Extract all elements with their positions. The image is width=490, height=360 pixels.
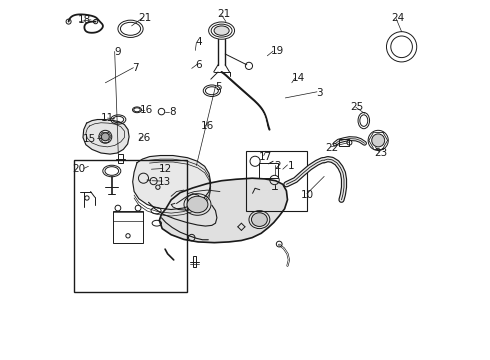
Text: 5: 5 — [215, 82, 221, 92]
Bar — [193, 256, 196, 267]
Text: 21: 21 — [217, 9, 230, 19]
Text: 7: 7 — [132, 63, 139, 73]
Text: 6: 6 — [196, 60, 202, 70]
Text: 22: 22 — [325, 143, 339, 153]
Bar — [246, 151, 307, 211]
Text: 17: 17 — [259, 152, 272, 162]
Text: 12: 12 — [158, 164, 172, 174]
Ellipse shape — [187, 196, 208, 213]
Polygon shape — [83, 120, 129, 154]
Text: 9: 9 — [114, 47, 121, 57]
Text: 26: 26 — [137, 132, 150, 143]
Ellipse shape — [251, 213, 268, 226]
Text: 14: 14 — [292, 73, 305, 84]
Bar — [113, 211, 143, 243]
Text: 8: 8 — [169, 107, 175, 117]
Text: 21: 21 — [138, 13, 151, 23]
Text: 16: 16 — [139, 105, 152, 115]
Polygon shape — [159, 178, 288, 243]
Text: 10: 10 — [300, 190, 314, 200]
Circle shape — [101, 133, 109, 141]
Text: 2: 2 — [274, 161, 281, 171]
Bar — [74, 160, 187, 292]
Text: 23: 23 — [374, 148, 388, 158]
Text: 11: 11 — [101, 113, 114, 123]
Text: 24: 24 — [392, 13, 405, 23]
Text: 19: 19 — [271, 46, 284, 56]
Bar — [118, 154, 122, 163]
Text: 18: 18 — [78, 15, 92, 25]
Text: 15: 15 — [83, 134, 96, 144]
Ellipse shape — [214, 26, 229, 35]
Bar — [259, 163, 278, 178]
Text: 16: 16 — [200, 121, 214, 131]
Circle shape — [372, 134, 385, 147]
Polygon shape — [133, 156, 211, 210]
Text: 1: 1 — [288, 161, 294, 171]
Text: 20: 20 — [72, 164, 85, 174]
Bar — [339, 139, 349, 146]
Text: 13: 13 — [157, 177, 171, 187]
Text: 4: 4 — [196, 37, 202, 48]
Text: 25: 25 — [351, 102, 364, 112]
Text: 3: 3 — [317, 88, 323, 98]
